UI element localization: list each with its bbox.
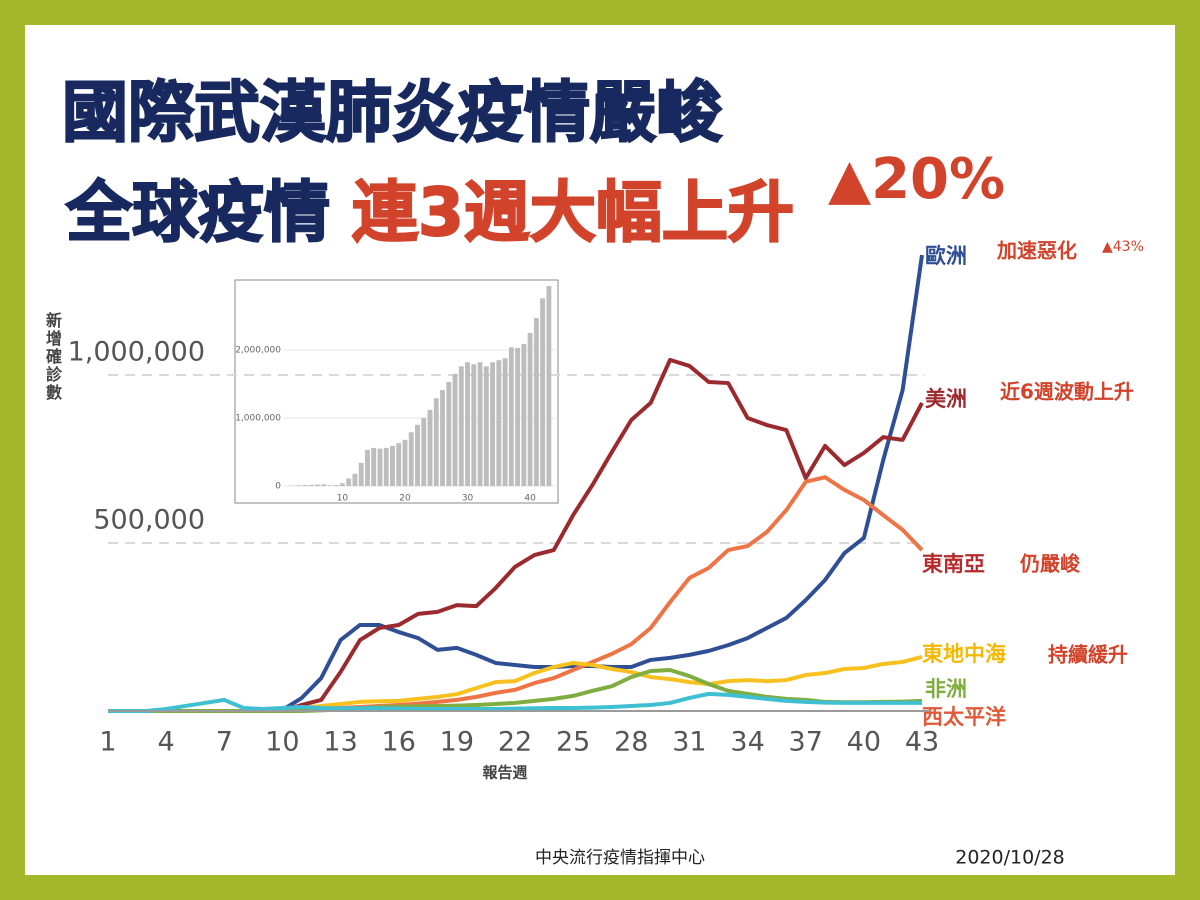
bar <box>308 484 314 486</box>
bar <box>321 484 327 486</box>
x-tick-label: 10 <box>337 494 349 504</box>
title-line1: 國際武漢肺炎疫情嚴峻 <box>62 74 722 151</box>
bar <box>427 409 433 486</box>
series-line <box>108 691 922 713</box>
bar <box>339 483 345 486</box>
footer-org: 中央流行疫情指揮中心 <box>535 848 705 868</box>
bar <box>302 484 308 486</box>
footer-date: 2020/10/28 <box>955 847 1065 869</box>
annotation: 近6週波動上升 <box>1000 380 1134 404</box>
bar <box>421 418 427 486</box>
bar <box>408 432 414 486</box>
title-line2-b: 連3週大幅上升 <box>352 174 794 251</box>
bar <box>333 484 339 486</box>
bar <box>446 381 452 486</box>
bar <box>540 298 546 486</box>
x-tick-label: 7 <box>216 727 233 758</box>
x-tick-label: 37 <box>789 727 823 758</box>
bar <box>314 484 320 486</box>
x-tick-label: 31 <box>672 727 706 758</box>
bar <box>452 373 458 486</box>
annotation: 持續緩升 <box>1048 643 1128 667</box>
bar <box>458 366 464 486</box>
x-tick-label: 30 <box>462 494 474 504</box>
series-label: 非洲 <box>925 677 967 701</box>
x-tick-label: 4 <box>158 727 175 758</box>
bar <box>346 478 352 486</box>
y-tick-label: 500,000 <box>93 505 205 536</box>
x-tick-label: 28 <box>614 727 648 758</box>
annotation: 加速惡化 <box>996 239 1077 263</box>
x-tick-label: 40 <box>847 727 881 758</box>
x-tick-label: 25 <box>556 727 590 758</box>
bar <box>383 447 389 486</box>
y-tick-label: 1,000,000 <box>68 337 205 368</box>
bar <box>371 447 377 486</box>
x-tick-label: 40 <box>524 494 536 504</box>
x-tick-label: 16 <box>382 727 416 758</box>
bar <box>490 362 496 486</box>
x-tick-label: 43 <box>905 727 939 758</box>
x-tick-label: 34 <box>730 727 764 758</box>
y-tick-label: 1,000,000 <box>235 414 281 424</box>
title-line2-a: 全球疫情 <box>65 174 330 251</box>
x-tick-label: 22 <box>498 727 532 758</box>
series-label: 東地中海 <box>922 642 1006 666</box>
bar <box>521 343 527 486</box>
x-tick-label: 19 <box>440 727 474 758</box>
bar <box>415 424 420 486</box>
series-label: 西太平洋 <box>922 705 1006 729</box>
bar <box>440 390 445 486</box>
series-label: 東南亞 <box>922 552 985 576</box>
x-tick-label: 20 <box>399 494 411 504</box>
series-label: 歐洲 <box>925 244 967 268</box>
x-tick-label: 1 <box>99 727 116 758</box>
annotation: 仍嚴峻 <box>1019 552 1081 576</box>
x-tick-label: 13 <box>323 727 357 758</box>
series-label: 美洲 <box>925 387 967 411</box>
bar <box>365 449 370 486</box>
bar <box>377 448 383 486</box>
y-tick-label: 2,000,000 <box>235 346 281 356</box>
bar <box>402 439 408 486</box>
bar <box>327 485 333 486</box>
bar <box>296 485 302 486</box>
bar <box>496 360 502 486</box>
bar <box>515 347 521 486</box>
bar <box>390 445 395 486</box>
bar <box>471 364 477 486</box>
y-axis-label: 新增確診數 <box>43 312 62 402</box>
bar <box>483 366 489 486</box>
bar <box>465 362 470 486</box>
bar <box>433 398 439 486</box>
bar <box>396 443 402 486</box>
y-tick-label: 0 <box>275 482 281 492</box>
x-tick-label: 10 <box>265 727 299 758</box>
title-badge: ▲20% <box>828 147 1005 212</box>
slide-body <box>25 25 1175 875</box>
annotation: ▲43% <box>1102 239 1144 255</box>
bar <box>352 473 358 486</box>
x-axis-label: 報告週 <box>482 764 527 782</box>
bar <box>358 462 364 486</box>
bar <box>533 318 539 486</box>
bar <box>527 333 533 486</box>
bar <box>546 286 552 486</box>
bar <box>508 347 514 486</box>
bar <box>477 362 483 486</box>
bar <box>502 358 508 486</box>
